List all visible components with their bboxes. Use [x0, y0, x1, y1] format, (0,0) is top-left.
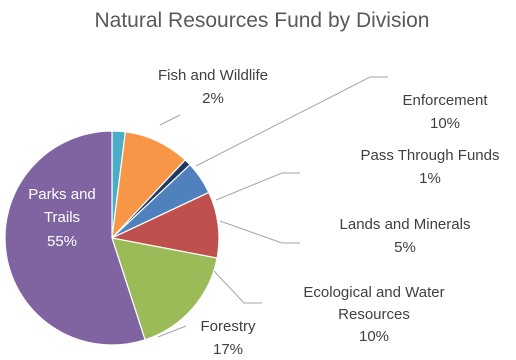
slice-value-label-fish-and-wildlife: 2% [202, 90, 224, 107]
slice-category-label-fish-and-wildlife: Fish and Wildlife [158, 67, 268, 84]
slice-category-label-pass-through-funds: Pass Through Funds [361, 147, 500, 164]
slice-category-label-ecological-and-water-resources: Ecological and Water [303, 284, 444, 301]
slice-category-label-lands-and-minerals: Lands and Minerals [340, 216, 471, 233]
slice-category-label-ecological-and-water-resources: Resources [338, 306, 410, 323]
pie-slice-forestry [111, 237, 218, 341]
slice-value-label-enforcement: 10% [430, 115, 460, 132]
pie-slice-parks-and-trails [4, 130, 146, 346]
pie-slices [4, 130, 220, 346]
slice-value-label-lands-and-minerals: 5% [394, 239, 416, 256]
slice-value-label-parks-and-trails: 55% [47, 233, 77, 250]
slice-category-label-parks-and-trails: Trails [44, 209, 80, 226]
slice-category-label-parks-and-trails: Parks and [28, 186, 96, 203]
slice-value-label-forestry: 17% [213, 341, 243, 358]
leader-line-ecological-and-water-resources [213, 270, 262, 304]
leader-lines [157, 76, 388, 338]
slice-category-label-forestry: Forestry [200, 318, 256, 335]
leader-line-enforcement [195, 76, 388, 167]
leader-line-fish-and-wildlife [159, 114, 181, 126]
chart-title: Natural Resources Fund by Division [95, 9, 430, 32]
slice-labels: Fish and Wildlife 2% Enforcement 10% Pass Th… [28, 67, 499, 358]
slice-value-label-ecological-and-water-resources: 10% [359, 328, 389, 345]
leader-line-lands-and-minerals [219, 220, 300, 244]
slice-value-label-pass-through-funds: 1% [419, 170, 441, 187]
leader-line-pass-through-funds [215, 172, 300, 201]
leader-line-forestry [157, 325, 187, 338]
slice-category-label-enforcement: Enforcement [402, 92, 488, 109]
